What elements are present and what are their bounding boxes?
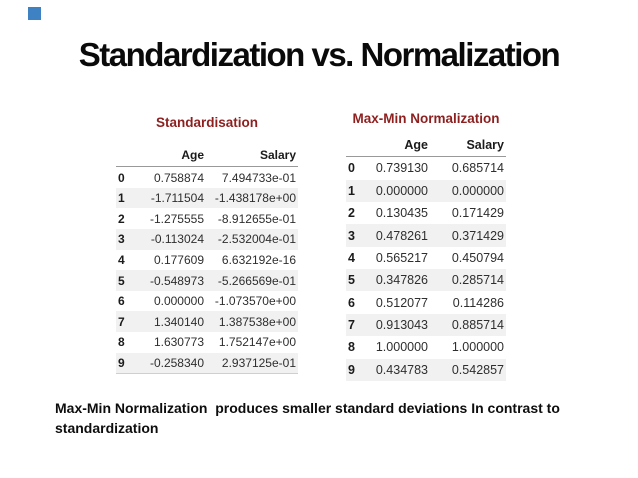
table-cell: 7.494733e-01 [221,170,296,185]
table-row: 5 -0.548973 -5.266569e-01 [116,270,298,291]
row-index: 5 [348,273,355,288]
table-cell: 0.000000 [375,183,428,198]
table-cell: 0.371429 [451,228,504,243]
table-cell: 0.565217 [375,250,428,265]
column-header-age: Age [134,145,206,168]
table-cell: 1.000000 [451,340,504,355]
table-cell: 0.685714 [451,161,504,176]
table-cell: -1.711504 [150,191,204,206]
table-cell: 0.542857 [451,362,504,377]
slide-title: Standardization vs. Normalization [78,36,561,73]
slide-caption: Max-Min Normalization produces smaller s… [55,400,564,436]
header-row: Age Salary [346,134,506,158]
row-index: 8 [348,340,355,355]
table-row: 6 0.000000 -1.073570e+00 [116,291,298,312]
row-index: 8 [118,335,125,350]
table-cell: 0.177609 [153,252,204,267]
table-row: 3 -0.113024 -2.532004e-01 [116,229,298,250]
row-index: 6 [348,295,355,310]
table-row: 4 0.177609 6.632192e-16 [116,250,298,271]
table-cell: -0.258340 [134,352,206,375]
table-cell: 0.913043 [375,318,428,332]
table-row: 3 0.478261 0.371429 [346,224,506,247]
table-row: 6 0.512077 0.114286 [346,291,506,313]
row-index: 2 [118,211,125,226]
row-index: 7 [118,314,125,329]
max-min-normalization-table-title: Max-Min Normalization [352,111,500,126]
table-cell: 0.434783 [375,362,428,377]
table-row: 2 0.130435 0.171429 [346,202,506,224]
index-column-header [116,145,134,168]
index-column-header [346,134,364,158]
table-row: 7 0.913043 0.885714 [346,313,506,337]
column-header-salary: Salary [430,134,506,158]
row-index: 3 [118,232,125,247]
table-cell: 2.937125e-01 [206,352,298,375]
table-cell: -1.275555 [149,211,204,226]
accent-square [28,7,41,20]
table-cell: 1.630773 [153,335,204,350]
row-index: 0 [348,161,355,176]
standardisation-data-table: Age Salary 0 0.758874 7.494733e-01 1 -1.7115… [116,145,298,375]
table-cell: 0.000000 [451,183,504,198]
column-header-salary: Salary [206,145,298,168]
table-cell: -1.438178e+00 [214,191,296,206]
row-index: 3 [348,228,355,243]
table-row: 4 0.565217 0.450794 [346,247,506,269]
table-row: 9 -0.258340 2.937125e-01 [116,352,298,375]
row-index: 7 [348,318,355,332]
header-row: Age Salary [116,145,298,168]
table-cell: -2.532004e-01 [217,232,296,247]
table-cell: 0.739130 [375,161,428,176]
table-cell: -8.912655e-01 [217,211,296,226]
table-cell: 0.758874 [153,170,204,185]
table-cell: 0.512077 [375,295,428,310]
standardisation-table-title: Standardisation [155,115,258,130]
table-cell: 0.114286 [452,295,504,310]
table-row: 8 1.630773 1.752147e+00 [116,332,298,353]
row-index: 1 [348,183,355,198]
row-index: 6 [118,294,125,309]
table-cell: 0.285714 [451,273,504,288]
tables-row: Standardisation Age Salary 0 0.758874 7.49… [116,108,506,381]
table-cell: 0.130435 [375,206,428,221]
table-cell: 1.752147e+00 [218,335,296,350]
table-cell: 0.450794 [451,250,504,265]
table-row: 1 0.000000 0.000000 [346,179,506,202]
table-cell: 6.632192e-16 [221,252,296,267]
table-cell: 1.387538e+00 [218,314,296,329]
row-index: 9 [116,352,134,375]
row-index: 0 [118,170,125,185]
table-cell: 0.885714 [451,318,504,332]
row-index: 2 [348,206,355,221]
table-cell: 0.000000 [153,294,204,309]
row-index: 4 [348,250,355,265]
table-row: 1 -1.711504 -1.438178e+00 [116,187,298,209]
table-cell: 1.000000 [375,340,428,355]
table-row: 5 0.347826 0.285714 [346,269,506,292]
table-cell: -5.266569e-01 [217,273,296,288]
standardisation-table: Standardisation Age Salary 0 0.758874 7.49… [116,108,298,375]
table-row: 8 1.000000 1.000000 [346,336,506,358]
column-header-age: Age [364,134,430,158]
table-cell: 0.171429 [451,206,504,221]
max-min-normalization-table: Max-Min Normalization Age Salary 0 0.7391… [346,108,506,381]
table-cell: 1.340140 [153,314,204,329]
row-index: 4 [118,252,125,267]
table-row: 7 1.340140 1.387538e+00 [116,311,298,333]
table-cell: -1.073570e+00 [214,294,296,309]
row-index: 5 [118,273,125,288]
row-index: 1 [118,191,125,206]
table-row: 0 0.739130 0.685714 [346,157,506,180]
table-cell: -0.548973 [149,273,204,288]
table-cell: -0.113024 [150,232,204,247]
max-min-normalization-data-table: Age Salary 0 0.739130 0.685714 1 0.000000 0.0… [346,134,506,381]
table-row: 2 -1.275555 -8.912655e-01 [116,208,298,229]
table-row: 9 0.434783 0.542857 [346,358,506,381]
table-cell: 0.347826 [375,273,428,288]
row-index: 9 [348,362,355,377]
table-cell: 0.478261 [375,228,428,243]
table-row: 0 0.758874 7.494733e-01 [116,167,298,188]
